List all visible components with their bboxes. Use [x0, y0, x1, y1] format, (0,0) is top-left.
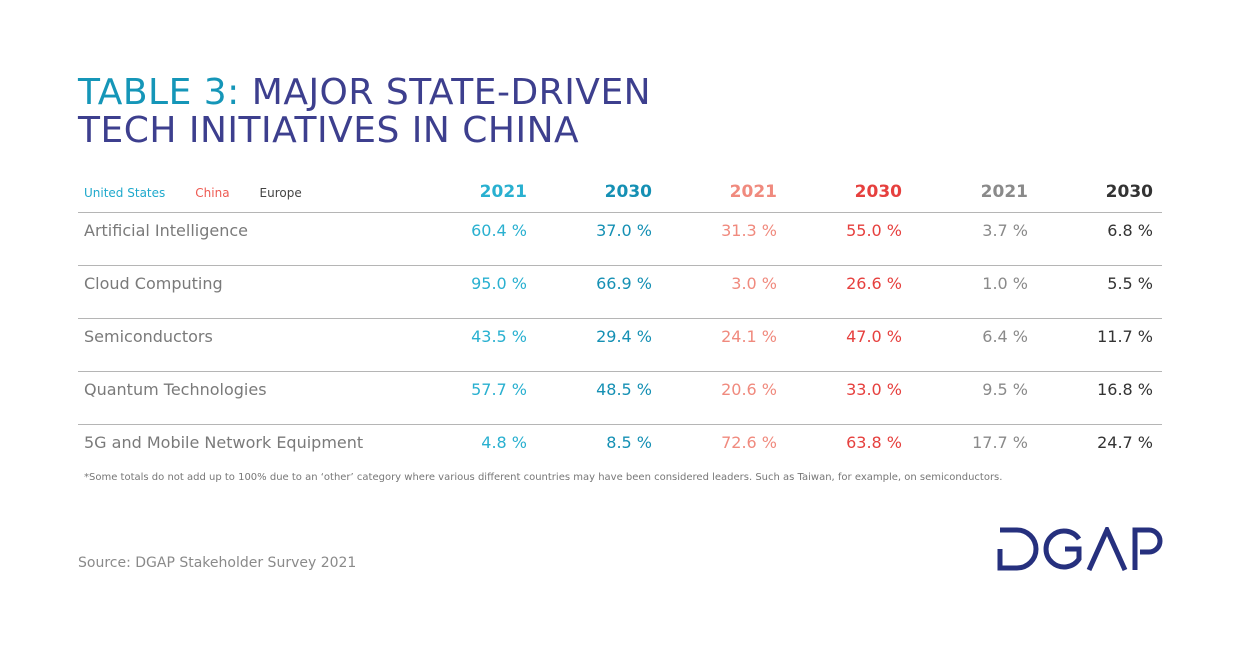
column-header: 2030: [854, 182, 902, 202]
table-cell: 20.6 %: [721, 380, 777, 399]
table-cell: 6.8 %: [1107, 221, 1153, 240]
table-cell: 17.7 %: [972, 433, 1028, 452]
table-cell: 1.0 %: [982, 274, 1028, 293]
table-cell: 24.1 %: [721, 327, 777, 346]
footnote: *Some totals do not add up to 100% due t…: [84, 472, 1003, 483]
table-row: Artificial Intelligence 60.4 % 37.0 % 31.3 …: [78, 213, 1162, 266]
table-cell: 9.5 %: [982, 380, 1028, 399]
column-header: 2021: [479, 182, 527, 202]
table-cell: 47.0 %: [846, 327, 902, 346]
table-cell: 95.0 %: [471, 274, 527, 293]
table-row: 5G and Mobile Network Equipment 4.8 % 8.5 …: [78, 425, 1162, 477]
table-cell: 72.6 %: [721, 433, 777, 452]
table-cell: 43.5 %: [471, 327, 527, 346]
table-cell: 8.5 %: [606, 433, 652, 452]
legend-item: China: [195, 186, 230, 200]
table-cell: 63.8 %: [846, 433, 902, 452]
row-label: 5G and Mobile Network Equipment: [84, 433, 364, 452]
page-title: TABLE 3: MAJOR STATE-DRIVEN TECH INITIATI…: [78, 72, 652, 151]
row-label: Semiconductors: [84, 327, 213, 346]
row-label: Cloud Computing: [84, 274, 223, 293]
data-table: United States China Europe 2021 2030 2021 203…: [78, 176, 1162, 477]
legend-item: United States: [84, 186, 166, 200]
column-header: 2030: [1105, 182, 1153, 202]
table-cell: 3.0 %: [731, 274, 777, 293]
table-cell: 4.8 %: [481, 433, 527, 452]
table-header: United States China Europe 2021 2030 2021 203…: [78, 176, 1162, 213]
source-note: Source: DGAP Stakeholder Survey 2021: [78, 555, 357, 571]
legend-item: Europe: [259, 186, 302, 200]
table-row: Semiconductors 43.5 % 29.4 % 24.1 % 47.0 % 6.…: [78, 319, 1162, 372]
table-cell: 31.3 %: [721, 221, 777, 240]
row-label: Artificial Intelligence: [84, 221, 248, 240]
table-cell: 24.7 %: [1097, 433, 1153, 452]
table-cell: 33.0 %: [846, 380, 902, 399]
table-row: Quantum Technologies 57.7 % 48.5 % 20.6 % 33…: [78, 372, 1162, 425]
table-cell: 55.0 %: [846, 221, 902, 240]
table-cell: 37.0 %: [596, 221, 652, 240]
dgap-logo: [997, 527, 1163, 571]
legend: United States China Europe: [84, 186, 332, 200]
column-header: 2021: [729, 182, 777, 202]
column-header: 2030: [604, 182, 652, 202]
table-cell: 48.5 %: [596, 380, 652, 399]
table-cell: 60.4 %: [471, 221, 527, 240]
table-cell: 11.7 %: [1097, 327, 1153, 346]
table-cell: 29.4 %: [596, 327, 652, 346]
table-cell: 57.7 %: [471, 380, 527, 399]
table-cell: 26.6 %: [846, 274, 902, 293]
row-label: Quantum Technologies: [84, 380, 267, 399]
table-cell: 6.4 %: [982, 327, 1028, 346]
column-header: 2021: [980, 182, 1028, 202]
table-row: Cloud Computing 95.0 % 66.9 % 3.0 % 26.6 % 1.…: [78, 266, 1162, 319]
table-cell: 16.8 %: [1097, 380, 1153, 399]
table-cell: 5.5 %: [1107, 274, 1153, 293]
table-cell: 3.7 %: [982, 221, 1028, 240]
table-cell: 66.9 %: [596, 274, 652, 293]
